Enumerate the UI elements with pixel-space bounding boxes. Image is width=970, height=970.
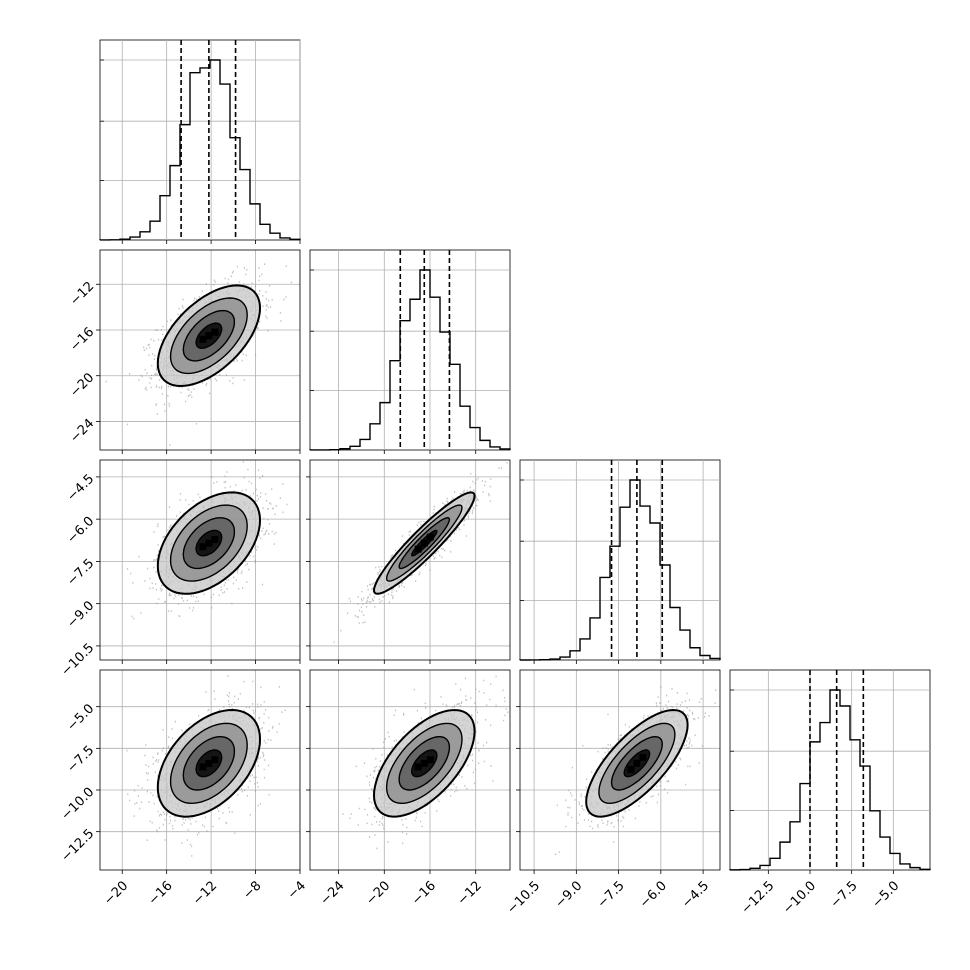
density-peak-cell	[205, 332, 213, 340]
scatter-panel-3-0	[99, 669, 301, 871]
panel-frame	[519, 669, 721, 871]
x-tick-label: −7.5	[595, 878, 628, 911]
y-tick-label: −7.5	[64, 743, 97, 776]
y-tick-label: −16	[67, 325, 97, 355]
x-tick-label: −6.0	[637, 878, 670, 911]
x-tick-label: −20	[363, 878, 393, 908]
histogram-panel-0	[99, 39, 301, 241]
panel-frame	[519, 459, 721, 661]
scatter-panel-2-0	[99, 459, 301, 661]
panel-contents	[310, 670, 510, 870]
x-tick-label: −10.0	[780, 878, 819, 917]
histogram-step-0	[99, 59, 301, 241]
x-tick-label: −10.5	[504, 878, 543, 917]
scatter-panel-3-2	[519, 669, 721, 871]
density-peak-cell	[199, 335, 207, 343]
density-peak-cell	[199, 543, 207, 551]
density-peak-cell	[426, 533, 434, 541]
x-tick-label: −4.5	[679, 878, 712, 911]
x-tick-label: −16	[146, 878, 176, 908]
x-tick-label: −24	[318, 878, 348, 908]
y-tick-label: −7.5	[64, 556, 97, 589]
panel-contents	[100, 250, 300, 450]
histogram-step-3	[729, 689, 931, 871]
panel-frame	[99, 669, 301, 871]
x-tick-label: −20	[101, 878, 131, 908]
x-tick-label: −7.5	[828, 878, 861, 911]
y-tick-label: −20	[67, 370, 97, 400]
density-peak-cell	[627, 765, 635, 773]
x-tick-label: −5.0	[869, 878, 902, 911]
x-tick-label: −12	[190, 878, 220, 908]
x-tick-label: −9.0	[552, 878, 585, 911]
panel-frame	[309, 249, 511, 451]
x-tick-label: −16	[409, 878, 439, 908]
panel-frame	[99, 249, 301, 451]
x-tick-label: −12	[455, 878, 485, 908]
x-tick-label: −4	[285, 878, 309, 902]
scatter-panel-3-1	[309, 669, 511, 871]
panel-contents	[520, 670, 720, 870]
histogram-panel-2	[519, 459, 721, 661]
density-peak-cell	[639, 753, 647, 761]
density-peak-cell	[414, 763, 422, 771]
histogram-step-1	[309, 269, 511, 451]
y-tick-label: −6.0	[64, 514, 97, 547]
density-peak-cell	[205, 539, 213, 547]
x-tick-label: −12.5	[739, 878, 778, 917]
density-peak-cell	[426, 756, 434, 764]
density-peak-cell	[420, 539, 428, 547]
y-tick-label: −10.5	[59, 641, 98, 680]
density-peak-cell	[211, 535, 219, 543]
y-tick-label: −10.0	[59, 785, 98, 824]
density-peak-cell	[211, 328, 219, 336]
panel-frame	[309, 669, 511, 871]
y-tick-label: −5.0	[64, 701, 97, 734]
scatter-panel-1-0	[99, 249, 301, 451]
y-tick-label: −12.5	[59, 826, 98, 865]
panel-contents	[100, 670, 300, 870]
panel-contents	[310, 460, 510, 660]
panel-frame	[729, 669, 931, 871]
density-peak-cell	[420, 759, 428, 767]
panel-contents	[100, 460, 300, 660]
density-peak-cell	[199, 763, 207, 771]
y-tick-label: −24	[67, 416, 97, 446]
scatter-panel-2-1	[309, 459, 511, 661]
histogram-panel-1	[309, 249, 511, 451]
density-peak-cell	[414, 545, 422, 553]
histogram-panel-3	[729, 669, 931, 871]
y-tick-label: −9.0	[64, 598, 97, 631]
y-tick-label: −4.5	[64, 472, 97, 505]
density-peak-cell	[211, 756, 219, 764]
density-peak-cell	[633, 759, 641, 767]
y-tick-label: −12	[67, 279, 97, 309]
density-peak-cell	[205, 759, 213, 767]
panel-frame	[99, 459, 301, 661]
histogram-step-2	[519, 479, 721, 661]
panel-frame	[309, 459, 511, 661]
x-tick-label: −8	[240, 878, 264, 902]
